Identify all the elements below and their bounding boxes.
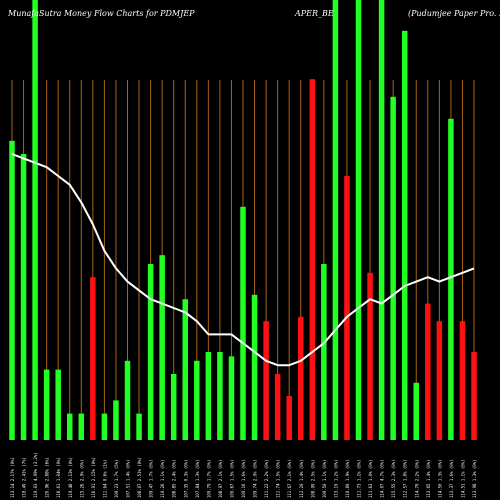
bar — [378, 0, 385, 440]
bar — [124, 360, 131, 440]
bar — [251, 294, 258, 440]
bar — [355, 0, 362, 440]
bar — [332, 0, 339, 440]
x-tick-label: 107.35 0.3% (0%) — [183, 459, 188, 498]
x-tick-label: 114.07 4.7% (0%) — [380, 459, 385, 498]
bar — [448, 118, 454, 441]
bar — [228, 356, 235, 440]
x-tick-label: 109.23 1.7% (5%) — [114, 459, 119, 498]
x-tick-label: 120.96 2.88% (6%) — [45, 457, 50, 498]
bar — [413, 382, 419, 440]
x-tick-label: 119.03 4.99% (3.2%) — [33, 452, 38, 498]
x-tick-label: 118.61 1.04% (0%) — [56, 457, 61, 498]
bar-series — [9, 0, 477, 441]
x-tick-label: 107.84 1.3% (0%) — [195, 459, 200, 498]
x-tick-label: 111.73 1.2% (0%) — [357, 459, 362, 498]
x-tick-label: 109.74 2.9% (0%) — [253, 459, 258, 498]
bar — [43, 369, 50, 440]
bar — [170, 374, 177, 440]
x-tick-label: 109.16 1.6% (0%) — [241, 459, 246, 498]
bar — [436, 321, 443, 440]
x-tick-label: 115.26 2.9% (0%) — [79, 459, 84, 498]
x-tick-label: 112.57 1.8% (0%) — [403, 459, 408, 498]
x-tick-label: 118.49 2.41% (7%) — [22, 457, 27, 498]
x-tick-label: 114.50 1.3% (0%) — [437, 459, 442, 498]
x-tick-label: 115.55 2.3% (0%) — [391, 459, 396, 498]
bar — [136, 413, 142, 440]
x-tick-label: 109.47 1.7% (0%) — [149, 459, 154, 498]
x-tick-label: 113.19 1.2% (0%) — [333, 459, 338, 498]
x-tick-label: 114.70 2.2% (0%) — [414, 459, 419, 498]
x-tick-label: 111.64 0.6% (1%) — [102, 459, 107, 498]
bar — [263, 321, 269, 440]
x-tick-label: 110.26 1.1% (0%) — [160, 459, 165, 498]
x-tick-label: 110.80 1.9% (0%) — [345, 459, 350, 498]
x-tick-label: 111.74 1.5% (0%) — [276, 459, 281, 498]
bar — [367, 272, 373, 440]
x-tick-label: 113.14 2.17% (0%) — [10, 457, 15, 498]
x-tick-label: 112.20 1.4% (0%) — [299, 459, 304, 498]
x-tick-label: 116.91 2.15% (0%) — [91, 457, 96, 498]
x-tick-label: 114.51 1.1% (0%) — [460, 459, 465, 498]
bar — [401, 30, 408, 441]
bar — [113, 400, 119, 440]
bar — [90, 277, 96, 440]
bar — [217, 352, 223, 440]
bar — [9, 140, 15, 441]
x-tick-label: 119.48 2.13% (0%) — [68, 457, 73, 498]
x-tick-label: 113.37 1.6% (0%) — [449, 459, 454, 498]
bar — [240, 206, 246, 440]
bar — [471, 352, 477, 440]
bar — [32, 0, 38, 440]
x-tick-label: 108.99 2.5% (0%) — [310, 459, 315, 498]
x-tick-label: 111.63 1.0% (0%) — [368, 459, 373, 498]
bar — [298, 316, 304, 440]
bar — [205, 352, 212, 440]
bar — [274, 374, 281, 440]
x-tick-label: 108.85 2.4% (0%) — [172, 459, 177, 498]
x-tick-label: 113.65 1.4% (0%) — [426, 459, 431, 498]
x-tick-label: 113.98 1.3% (0%) — [472, 459, 477, 498]
bar — [159, 255, 165, 440]
chart-title-right: (Pudumjee Paper Pro. Ltd — [408, 9, 500, 18]
bar — [459, 321, 466, 440]
bar — [20, 154, 27, 440]
x-tick-label: 109.50 1.1% (0%) — [322, 459, 327, 498]
bar — [182, 299, 188, 440]
bar — [286, 396, 292, 440]
chart-title-left: MunafaSutra Money Flow Charts for PDMJEP — [7, 9, 195, 18]
x-tick-label: 108.07 2.51% (0%) — [137, 457, 142, 498]
x-tick-label: 108.97 2.1% (0%) — [218, 459, 223, 498]
bar — [425, 303, 431, 440]
bar — [309, 79, 316, 440]
bar — [321, 264, 327, 440]
bar — [344, 176, 350, 440]
bar — [55, 369, 61, 440]
bar — [78, 413, 85, 440]
bar — [101, 413, 108, 440]
bar — [194, 360, 200, 440]
chart-title-middle: APER_BE — [294, 9, 334, 18]
x-tick-label: 109.79 1.7% (0%) — [206, 459, 211, 498]
bar — [390, 96, 396, 441]
x-tick-labels: 113.14 2.17% (0%) 118.49 2.41% (7%) 119.03… — [10, 452, 477, 498]
bar — [147, 264, 154, 440]
x-tick-label: 109.67 1.5% (0%) — [229, 459, 234, 498]
x-tick-label: 111.22 2.2% (0%) — [264, 459, 269, 498]
bar — [67, 413, 73, 440]
x-tick-label: 107.51 1.4% (0%) — [126, 459, 131, 498]
trend-line — [11, 153, 475, 367]
x-tick-label: 111.67 2.1% (0%) — [287, 459, 292, 498]
